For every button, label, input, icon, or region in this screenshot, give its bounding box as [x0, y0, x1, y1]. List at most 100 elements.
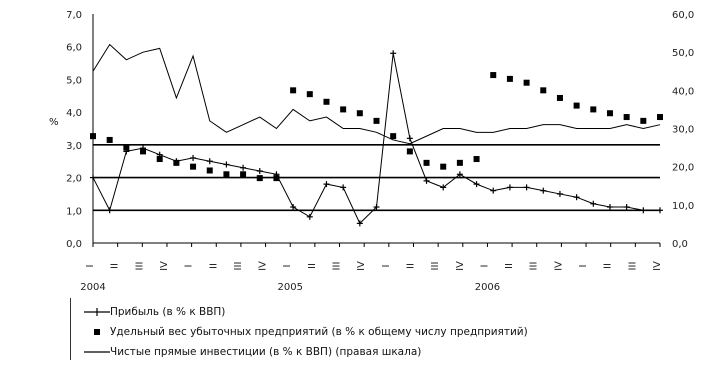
legend-item-profit: Прибыль (в % к ВВП) — [84, 302, 684, 322]
series-point — [406, 135, 413, 142]
left-axis-mark: % — [49, 117, 59, 128]
series-line-0 — [92, 53, 660, 225]
series-point — [490, 187, 497, 194]
x-tick-label: II — [307, 263, 318, 269]
series-point — [657, 114, 663, 121]
series-point — [506, 75, 513, 82]
left-tick-label: 2,0 — [66, 174, 82, 185]
series-point — [606, 204, 613, 211]
series-point — [273, 175, 280, 182]
x-year-label: 2006 — [475, 282, 500, 293]
right-tick-label: 50,0 — [672, 48, 694, 59]
x-tick-label: I — [381, 265, 392, 268]
series-point — [356, 220, 363, 227]
legend-item-investment: Чистые прямые инвестиции (в % к ВВП) (пр… — [84, 342, 684, 362]
legend-label-loss-share: Удельный вес убыточных предприятий (в % … — [110, 326, 528, 338]
series-point — [90, 133, 96, 140]
series-point — [306, 213, 313, 220]
left-tick-label: 7,0 — [66, 10, 82, 21]
series-point — [456, 159, 463, 166]
series-point — [256, 168, 263, 175]
chart-grid — [93, 144, 660, 212]
series-point — [373, 204, 380, 211]
right-tick-label: 0,0 — [672, 239, 688, 250]
x-tick-label: IV — [159, 261, 170, 271]
series-point — [323, 98, 330, 105]
right-tick-label: 20,0 — [672, 163, 694, 174]
x-tick-label: III — [233, 262, 244, 271]
x-tick-label: I — [85, 265, 96, 268]
series-point — [657, 207, 663, 214]
series-point — [556, 94, 563, 101]
series-point — [373, 117, 380, 124]
x-tick-label: IV — [652, 261, 663, 271]
left-axis-ticks: 0,0 1,0 2,0 3,0 4,0 5,0 6,0 7,0 — [66, 10, 82, 250]
series-point — [523, 184, 530, 191]
x-tick-label: II — [405, 263, 416, 269]
series-point — [190, 154, 197, 161]
series-point — [490, 72, 497, 79]
series-point — [573, 194, 580, 201]
legend-line-plus-icon — [84, 306, 110, 318]
series-point — [423, 159, 430, 166]
legend-divider — [70, 298, 71, 360]
x-tick-label: III — [134, 262, 145, 271]
x-tick-label: II — [110, 263, 121, 269]
left-tick-label: 3,0 — [66, 141, 82, 152]
right-axis-ticks: 0,0 10,0 20,0 30,0 40,0 50,0 60,0 — [672, 10, 694, 250]
series-point — [390, 133, 397, 140]
left-tick-label: 4,0 — [66, 108, 82, 119]
series-point — [590, 106, 597, 113]
x-tick-label: I — [479, 265, 490, 268]
left-tick-label: 1,0 — [66, 206, 82, 217]
series-point — [206, 167, 213, 174]
series-point — [123, 144, 130, 151]
series-point — [623, 114, 630, 121]
series-point — [223, 171, 230, 178]
legend-line-icon — [84, 346, 110, 358]
x-tick-label: II — [504, 263, 515, 269]
series-point — [290, 204, 297, 211]
legend-label-profit: Прибыль (в % к ВВП) — [110, 306, 226, 318]
series-point — [456, 171, 463, 178]
left-tick-label: 5,0 — [66, 75, 82, 86]
series-point — [390, 50, 397, 57]
series-point — [90, 174, 96, 181]
x-tick-label: IV — [258, 261, 269, 271]
x-tick-label: III — [627, 262, 638, 271]
right-tick-label: 60,0 — [672, 10, 694, 21]
series-point — [473, 181, 480, 188]
series-point — [173, 159, 180, 166]
x-tick-label: II — [208, 263, 219, 269]
series-point — [256, 175, 263, 182]
x-year-label: 2004 — [80, 282, 105, 293]
legend: Прибыль (в % к ВВП) Удельный вес убыточн… — [84, 302, 684, 362]
series-point — [240, 171, 247, 178]
right-tick-label: 30,0 — [672, 125, 694, 136]
right-tick-label: 40,0 — [672, 86, 694, 97]
series-point — [423, 177, 430, 184]
series-point — [440, 184, 447, 191]
series-layer — [90, 43, 663, 227]
x-year-label: 2005 — [277, 282, 302, 293]
series-point — [540, 87, 547, 94]
x-tick-label: III — [529, 262, 540, 271]
chart-svg: 0,0 1,0 2,0 3,0 4,0 5,0 6,0 7,0 0,0 10,0 20,0 30,0… — [66, 10, 694, 293]
x-axis-ticks: I II III IV I II III IV I II III IV I II III IV I II III IV… — [80, 243, 663, 293]
legend-square-icon — [84, 326, 110, 338]
series-point — [323, 181, 330, 188]
series-point — [240, 164, 247, 171]
series-point — [473, 156, 480, 163]
series-point — [156, 156, 163, 163]
series-point — [640, 117, 647, 124]
series-point — [540, 187, 547, 194]
left-tick-label: 0,0 — [66, 239, 82, 250]
chart-axes — [92, 14, 660, 244]
x-tick-label: IV — [356, 261, 367, 271]
series-point — [506, 184, 513, 191]
series-point — [623, 204, 630, 211]
x-tick-label: IV — [455, 261, 466, 271]
left-tick-label: 6,0 — [66, 43, 82, 54]
right-tick-label: 10,0 — [672, 201, 694, 212]
x-tick-label: IV — [553, 261, 564, 271]
